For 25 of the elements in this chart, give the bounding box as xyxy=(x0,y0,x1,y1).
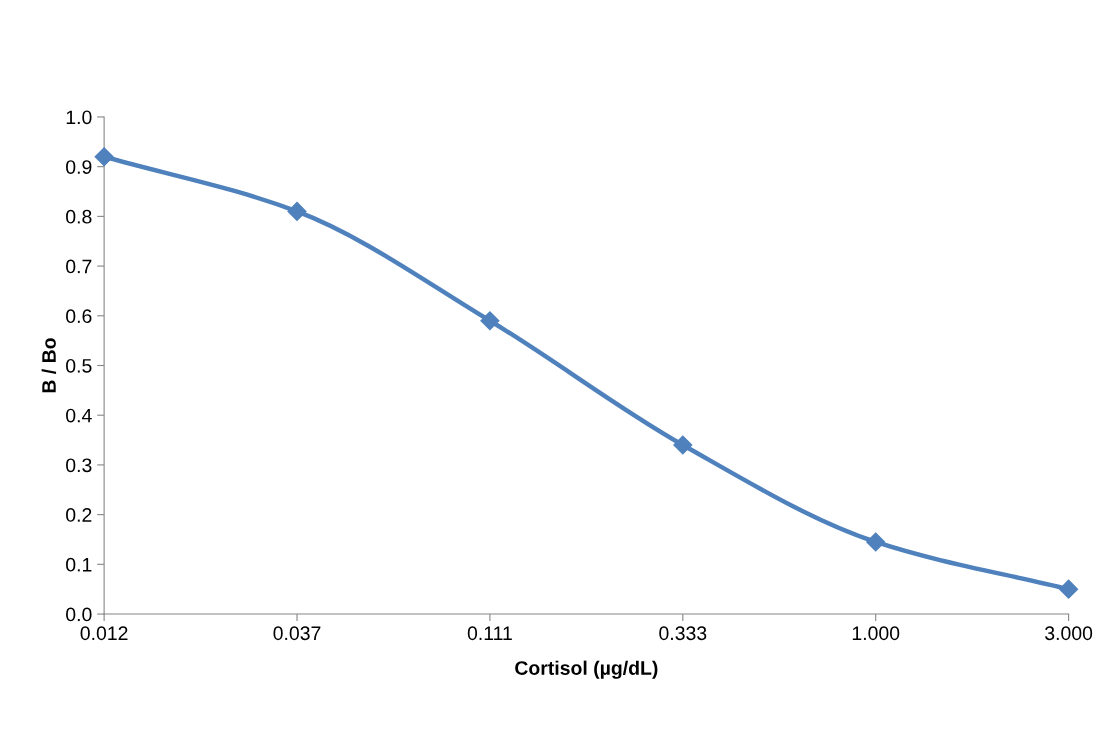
x-tick-label: 0.037 xyxy=(273,626,321,641)
y-tick-label: 0.8 xyxy=(66,209,92,224)
point xyxy=(1059,579,1079,599)
y-axis-title: B / Bo xyxy=(41,338,57,393)
y-tick-label: 0.0 xyxy=(66,607,92,622)
x-tick-label: 3.000 xyxy=(1045,626,1093,641)
x-tick-label: 0.111 xyxy=(467,626,512,641)
point xyxy=(866,532,886,552)
y-tick-label: 0.2 xyxy=(66,508,92,522)
y-tick-label: 0.1 xyxy=(66,557,92,572)
y-tick-label: 0.6 xyxy=(66,309,92,324)
point xyxy=(480,311,500,331)
y-tick-label: 1.0 xyxy=(66,110,92,125)
y-tick-label: 0.7 xyxy=(66,259,92,274)
y-tick-label: 0.5 xyxy=(66,358,92,373)
x-tick-label: 0.333 xyxy=(659,626,707,641)
point xyxy=(287,201,307,221)
x-tick-label: 0.012 xyxy=(80,626,128,641)
x-tick-label: 1.000 xyxy=(852,626,900,641)
x-axis-title: Cortisol (µg/dL) xyxy=(515,660,658,679)
y-tick-label: 0.9 xyxy=(66,160,92,174)
y-tick-label: 0.3 xyxy=(66,458,92,473)
point xyxy=(94,147,114,167)
y-tick-label: 0.4 xyxy=(66,408,92,423)
point xyxy=(673,435,693,455)
